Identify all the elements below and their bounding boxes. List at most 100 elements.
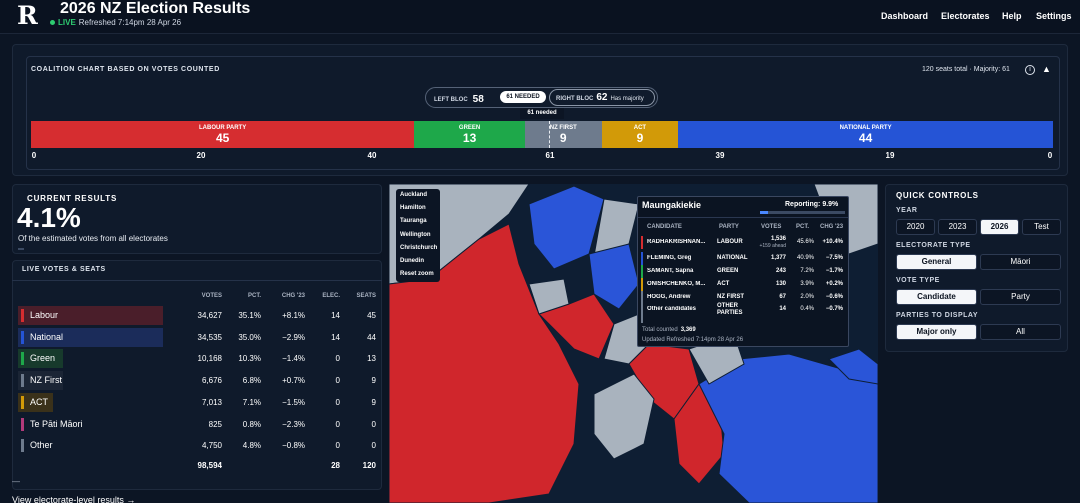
seat-segment-labour-party[interactable]: LABOUR PARTY 45 [31,121,415,148]
year-2026-button[interactable]: 2026 [980,219,1019,235]
candidate-button[interactable]: Candidate [896,289,977,305]
party-pct: 6.8% [242,376,261,386]
segment-party: NZ FIRST [549,124,577,131]
candidate-name: Other candidates [647,306,697,312]
ahead-margin: +159 ahead [759,243,786,249]
electorate-region[interactable] [593,373,655,460]
candidate-party: NZ FIRST [717,294,744,300]
general-button[interactable]: General [896,254,977,270]
zoom-wellington[interactable]: Wellington [400,232,431,238]
candidate-pct: 2.0% [800,294,814,300]
tcol-pct: PCT. [796,224,810,230]
parties-display-label: PARTIES TO DISPLAY [896,312,978,319]
zoom-hamilton[interactable]: Hamilton [400,205,426,211]
electorate-region[interactable] [828,348,878,385]
majority-line [549,121,550,148]
electorate-region[interactable] [528,278,570,315]
electorate-type-label: ELECTORATE TYPE [896,242,971,249]
party-name: National [30,331,64,342]
collapse-icon[interactable]: ▲ [1042,64,1051,74]
segment-seats: 13 [462,130,477,145]
zoom-dunedin[interactable]: Dunedin [400,258,424,264]
party-name: Labour [30,310,59,320]
seat-segment-green[interactable]: GREEN 13 [414,121,525,148]
info-icon[interactable]: i [1025,65,1035,75]
coalition-title: COALITION CHART BASED ON VOTES COUNTED [31,66,220,73]
party-chg: −2.3% [282,419,305,429]
candidate-chg: −0.7% [825,306,843,312]
maori-button[interactable]: Māori [980,254,1061,270]
candidate-pct: 40.9% [796,255,814,261]
total-elec: 28 [331,461,340,470]
candidate-pct: 45.6% [796,239,814,245]
candidate-pct: 0.4% [800,306,814,312]
candidate-pct: 3.9% [800,281,814,287]
row-highlight [18,306,163,325]
party-seats: 9 [371,376,376,386]
party-name: Green [30,353,56,364]
party-button[interactable]: Party [980,289,1061,305]
party-pct: 35.1% [238,311,261,320]
nav-dashboard[interactable]: Dashboard [881,11,929,21]
party-pct: 7.1% [242,397,261,407]
nav-electorates[interactable]: Electorates [941,11,990,21]
candidate-pct: 7.2% [800,268,814,274]
party-chg: +0.7% [282,376,305,386]
all-parties-button[interactable]: All [980,324,1061,340]
app-header [0,0,1080,34]
candidate-votes: 243 [775,268,786,274]
party-pct: 10.3% [238,354,261,364]
party-seats: 44 [367,332,376,342]
row-highlight [18,371,63,391]
year-2020-button[interactable]: 2020 [896,219,935,235]
view-electorate-link[interactable]: View electorate-level results → [12,495,136,503]
counted-progress [18,248,24,250]
segment-seats: 44 [858,130,873,145]
candidate-chg: +10.4% [822,239,843,245]
major-only-button[interactable]: Major only [896,324,977,340]
live-votes-title: LIVE VOTES & SEATS [22,266,106,273]
zoom-tauranga[interactable]: Tauranga [400,218,427,224]
right-bloc-label: RIGHT BLOC [556,96,594,102]
party-elec: 0 [335,441,340,451]
candidate-party: NATIONAL [717,255,748,261]
bar-tick-label: 0 [31,151,37,160]
electorate-region[interactable] [698,353,878,503]
party-color-bar [21,374,24,388]
segment-party: GREEN [458,124,481,131]
refresh-time: Refreshed 7:14pm 28 Apr 26 [78,18,182,27]
candidate-color-bar [641,265,643,278]
zoom-christchurch[interactable]: Christchurch [400,245,438,251]
seat-segment-act[interactable]: ACT 9 [601,121,679,148]
candidate-votes: 67 [779,294,786,300]
reset-zoom-button[interactable]: Reset zoom [400,271,434,277]
seat-segment-nz-first[interactable]: NZ FIRST 9 [524,121,602,148]
nav-settings[interactable]: Settings [1036,11,1072,21]
year-test-button[interactable]: Test [1022,219,1061,235]
candidate-party: OTHER PARTIES [717,303,743,316]
bar-tick-label: 20 [196,151,206,160]
seat-segment-national-party[interactable]: NATIONAL PARTY 44 [678,121,1053,148]
candidate-color-bar [641,278,643,291]
tcol-candidate: CANDIDATE [647,224,682,230]
candidate-color-bar [641,236,643,249]
reporting-bar [760,211,845,214]
collapse-minus[interactable]: — [12,477,20,486]
row-highlight [18,349,63,369]
nav-help[interactable]: Help [1002,11,1022,21]
party-votes: 34,627 [197,311,222,320]
electorate-region[interactable] [588,243,640,310]
year-2023-button[interactable]: 2023 [938,219,977,235]
party-votes: 7,013 [201,397,222,407]
electorate-region[interactable] [389,223,580,503]
candidate-votes: 1,536 [770,236,786,242]
needed-line-label: 61 needed [520,108,564,119]
segment-party: LABOUR PARTY [199,124,247,131]
total-counted-value: 3,369 [680,327,696,333]
page-title: 2026 NZ Election Results [60,0,251,17]
zoom-auckland[interactable]: Auckland [400,192,428,198]
tcol-chg: CHG '23 [820,224,844,230]
party-chg: −1.5% [282,397,305,407]
party-votes: 825 [208,419,222,429]
live-votes-panel [12,260,382,490]
